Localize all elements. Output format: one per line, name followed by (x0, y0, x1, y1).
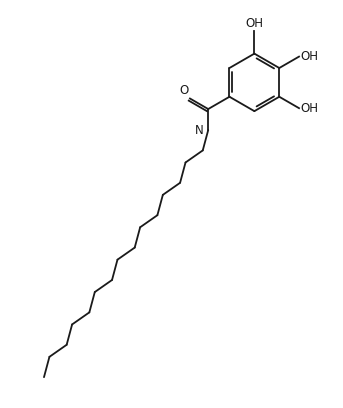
Text: OH: OH (301, 50, 319, 63)
Text: OH: OH (301, 102, 319, 115)
Text: N: N (195, 124, 204, 137)
Text: OH: OH (245, 17, 263, 30)
Text: O: O (179, 84, 188, 97)
